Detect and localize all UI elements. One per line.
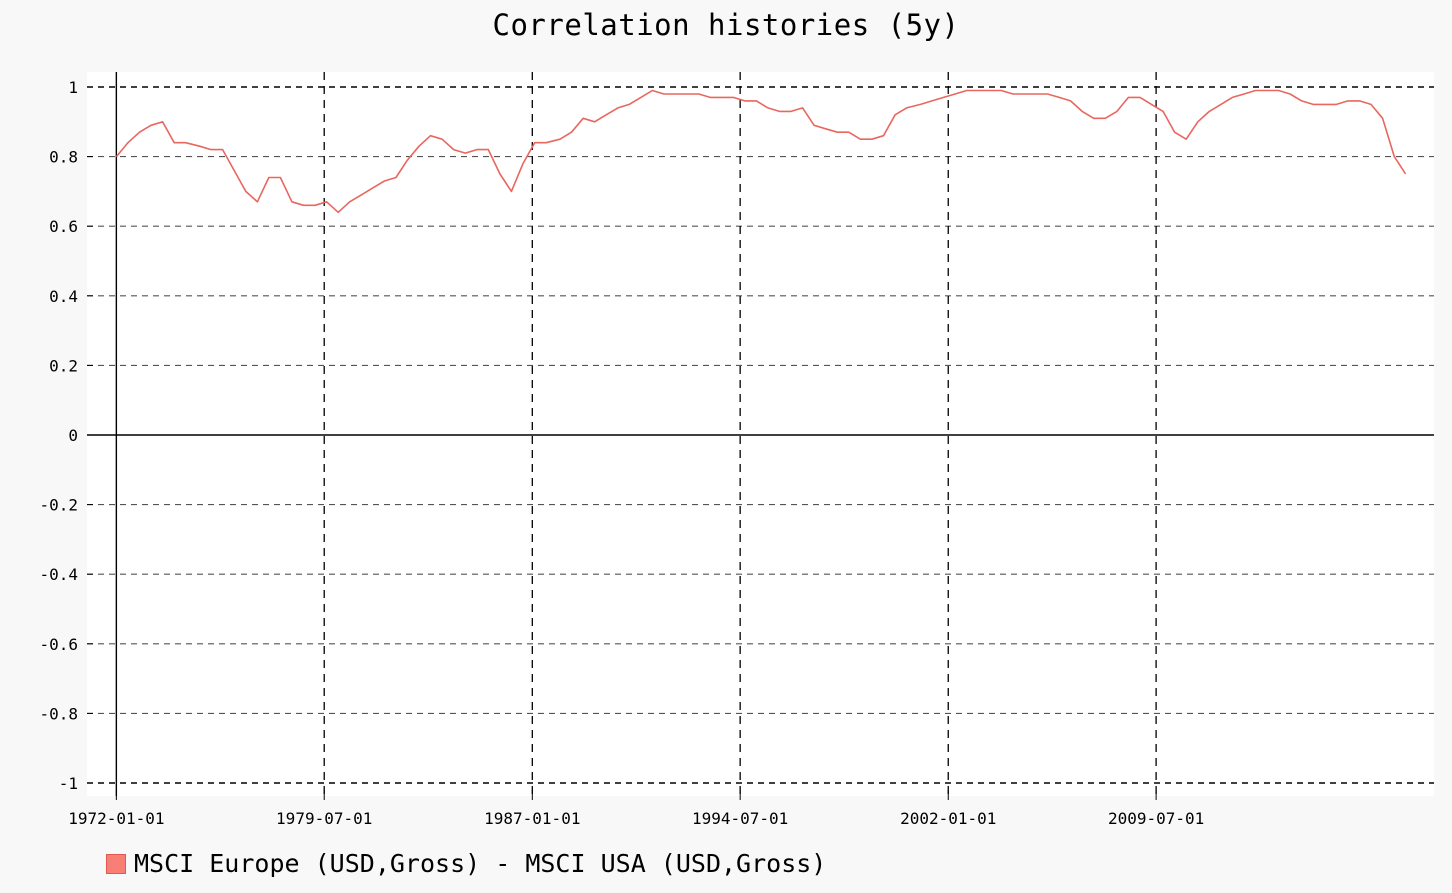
y-tick-label: -0.8 [39,704,78,723]
y-tick-label: 0 [68,426,78,445]
y-tick-label: 0.8 [49,148,78,167]
legend-label: MSCI Europe (USD,Gross) - MSCI USA (USD,… [134,849,827,878]
axis-layer [87,72,1434,800]
x-tick-label: 1979-07-01 [276,809,372,828]
y-tick-label: -1 [59,774,78,793]
y-tick-label: 0.6 [49,217,78,236]
plot-area [87,72,1434,796]
chart-title: Correlation histories (5y) [492,8,960,42]
tick-label-layer: 1 0.8 0.6 0.4 0.2 0 -0.2 -0.4 -0.6 -0.8 -1 1972-01-… [39,78,1204,828]
y-tick-label: 1 [68,78,78,97]
y-tick-label: 0.2 [49,356,78,375]
series-line [115,89,1407,214]
x-tick-label: 1972-01-01 [68,809,164,828]
y-tick-label: 0.4 [49,287,78,306]
x-tick-label: 1987-01-01 [484,809,580,828]
y-tick-label: -0.6 [39,635,78,654]
x-tick-label: 2002-01-01 [900,809,996,828]
legend: MSCI Europe (USD,Gross) - MSCI USA (USD,… [106,849,826,878]
series-layer [115,89,1407,214]
grid-layer [87,72,1434,796]
x-tick-label: 2009-07-01 [1108,809,1204,828]
y-tick-label: -0.2 [39,496,78,515]
x-tick-label: 1994-07-01 [692,809,788,828]
legend-swatch [106,853,126,874]
y-tick-label: -0.4 [39,565,78,584]
